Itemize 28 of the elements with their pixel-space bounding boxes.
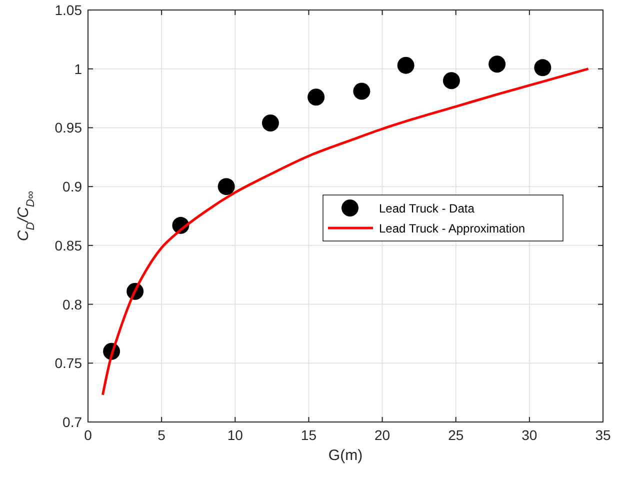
y-tick-label: 1 bbox=[74, 60, 82, 77]
point bbox=[308, 88, 325, 106]
x-tick-label: 15 bbox=[300, 427, 317, 443]
point bbox=[488, 56, 506, 73]
point bbox=[262, 114, 279, 132]
point bbox=[534, 59, 552, 76]
legend-label: Lead Truck - Approximation bbox=[379, 222, 526, 236]
y-tick-label: 0.85 bbox=[54, 237, 82, 254]
point bbox=[353, 82, 370, 100]
y-tick-label: 1.05 bbox=[54, 2, 82, 18]
y-tick-label: 0.8 bbox=[62, 296, 82, 312]
x-tick-label: 0 bbox=[84, 427, 92, 443]
x-tick-label: 25 bbox=[448, 427, 464, 443]
x-tick-label: 30 bbox=[522, 427, 538, 443]
y-tick-label: 0.7 bbox=[62, 414, 82, 430]
point bbox=[442, 72, 460, 90]
y-tick-label: 0.9 bbox=[62, 178, 82, 195]
y-tick-label: 0.95 bbox=[54, 120, 82, 136]
x-tick-label: 10 bbox=[227, 427, 244, 443]
x-tick-label: 5 bbox=[158, 427, 166, 443]
point bbox=[218, 178, 235, 196]
legend-label: Lead Truck - Data bbox=[379, 202, 475, 216]
x-tick-label: 35 bbox=[595, 427, 611, 443]
x-axis-title: G(m) bbox=[328, 447, 363, 464]
x-tick-label: 20 bbox=[374, 427, 390, 443]
point bbox=[397, 56, 414, 74]
line-series bbox=[101, 68, 590, 396]
y-tick-label: 0.75 bbox=[54, 355, 82, 372]
